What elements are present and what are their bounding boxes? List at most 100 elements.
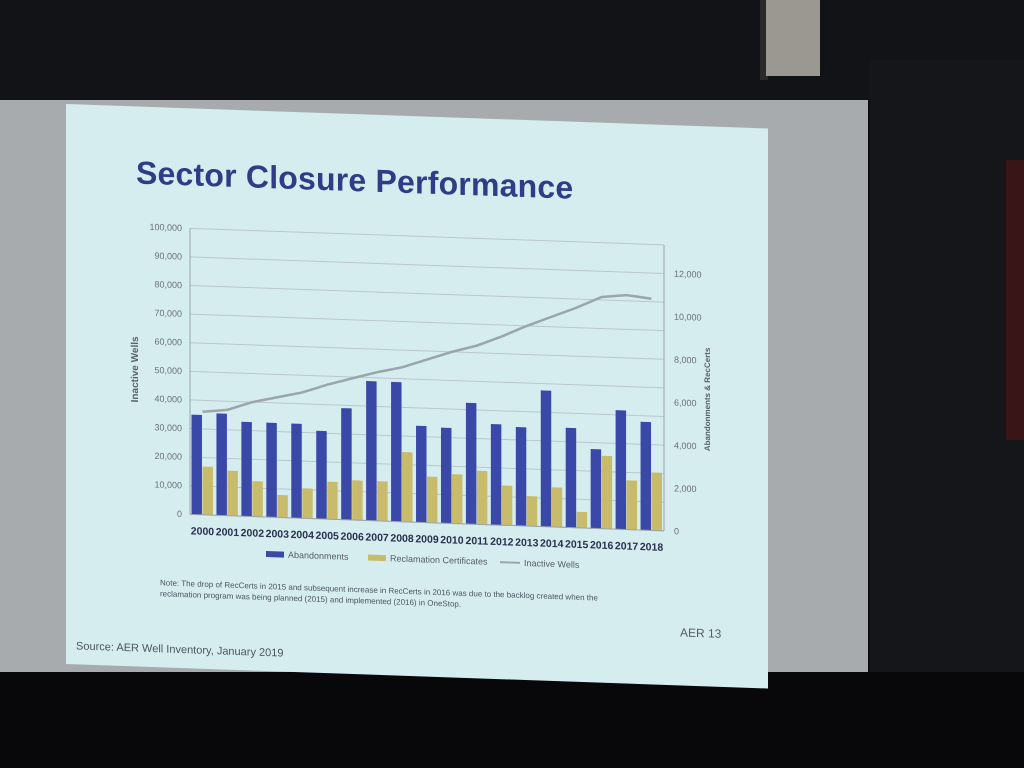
bar-abandonments (565, 427, 577, 528)
bar-reclamation-certificates (402, 452, 413, 523)
y-right-tick-label: 0 (674, 526, 679, 536)
y-tick-label: 0 (177, 509, 182, 519)
bar-abandonments (540, 390, 552, 527)
chart-axes: 0 10,000 20,000 30,000 40,000 50,000 60,000 70,… (130, 222, 712, 554)
bar-reclamation-certificates (501, 485, 513, 526)
line-inactive-wells (202, 293, 652, 414)
bar-reclamation-certificates (252, 481, 263, 517)
bar-reclamation-certificates (202, 466, 213, 516)
y-right-axis-title: Abandonments & RecCerts (703, 347, 712, 451)
bar-reclamation-certificates (476, 470, 488, 525)
bar-abandonments (490, 424, 502, 526)
legend-swatch-reclamation (368, 554, 386, 562)
bar-reclamation-certificates (427, 476, 438, 523)
gridline (190, 399, 664, 417)
bar-abandonments (465, 402, 477, 525)
room-ceiling (0, 0, 1024, 100)
x-tick-label: 2005 (316, 530, 340, 543)
gridline (190, 285, 664, 303)
y-tick-label: 90,000 (154, 251, 182, 262)
bar-reclamation-certificates (277, 494, 288, 518)
gridline (190, 428, 664, 446)
legend-label-reclamation: Reclamation Certificates (390, 553, 488, 566)
y-right-tick-label: 12,000 (674, 269, 702, 280)
bar-abandonments (191, 414, 202, 515)
chart-bars (191, 381, 663, 531)
legend-swatch-abandonments (266, 550, 284, 558)
y-tick-label: 80,000 (154, 279, 182, 290)
y-tick-label: 40,000 (154, 394, 182, 405)
legend-label-inactive-wells: Inactive Wells (524, 558, 580, 570)
legend-swatch-inactive-wells (500, 561, 520, 564)
x-tick-label: 2002 (241, 527, 265, 540)
room-pillar (766, 0, 820, 76)
y-tick-label: 30,000 (154, 422, 182, 433)
x-tick-label: 2012 (490, 536, 514, 549)
chart-grid (190, 227, 664, 532)
x-tick-label: 2014 (540, 538, 564, 551)
y-tick-label: 100,000 (149, 222, 182, 233)
bar-reclamation-certificates (451, 474, 463, 524)
bar-reclamation-certificates (551, 487, 563, 528)
slide-source: Source: AER Well Inventory, January 2019 (76, 640, 284, 660)
y-tick-label: 60,000 (154, 336, 182, 347)
bar-abandonments (615, 410, 627, 530)
bar-abandonments (266, 422, 277, 518)
y-right-tick-label: 2,000 (674, 483, 697, 494)
gridline (190, 227, 664, 246)
pillar-shadow (760, 0, 768, 80)
room-floor (0, 672, 1024, 768)
bar-abandonments (515, 427, 527, 527)
presentation-slide: Sector Closure Performance 0 10,000 20,000… (66, 104, 768, 689)
slide-title: Sector Closure Performance (136, 154, 574, 206)
bar-reclamation-certificates (626, 480, 638, 530)
chart-line (202, 293, 652, 414)
bar-reclamation-certificates (327, 481, 338, 520)
y-tick-label: 70,000 (154, 308, 182, 319)
x-tick-label: 2000 (191, 525, 215, 538)
bar-reclamation-certificates (601, 455, 613, 530)
bar-abandonments (391, 381, 402, 522)
x-axis-line (190, 513, 664, 532)
bar-reclamation-certificates (352, 480, 363, 521)
chart-legend: Abandonments Reclamation Certificates Inac… (266, 550, 580, 570)
bar-reclamation-certificates (526, 496, 538, 527)
y-right-tick-label: 6,000 (674, 398, 697, 409)
bar-abandonments (590, 448, 602, 529)
legend-label-abandonments: Abandonments (288, 550, 349, 562)
x-tick-label: 2001 (216, 526, 240, 539)
gridline (190, 342, 664, 360)
bar-abandonments (341, 408, 352, 520)
bar-abandonments (291, 423, 302, 519)
bar-abandonments (366, 381, 377, 521)
bar-reclamation-certificates (227, 470, 238, 517)
y-tick-label: 10,000 (154, 479, 182, 490)
chart: 0 10,000 20,000 30,000 40,000 50,000 60,000 70,… (130, 222, 712, 570)
x-tick-label: 2007 (365, 531, 389, 544)
y-right-tick-label: 4,000 (674, 440, 697, 451)
bar-abandonments (316, 430, 327, 520)
bar-abandonments (640, 421, 652, 531)
x-tick-label: 2008 (390, 532, 414, 545)
gridline (190, 313, 664, 332)
y-axis-title: Inactive Wells (130, 336, 141, 403)
bar-abandonments (440, 427, 452, 524)
x-tick-label: 2016 (590, 539, 614, 552)
room-red-edge (1006, 160, 1024, 440)
bar-abandonments (216, 413, 227, 516)
y-tick-label: 50,000 (154, 365, 182, 376)
bar-reclamation-certificates (576, 511, 588, 529)
bar-reclamation-certificates (302, 488, 313, 519)
room-wall-right (870, 60, 1024, 768)
x-tick-label: 2018 (640, 541, 664, 554)
slide-page-label: AER 13 (680, 625, 722, 641)
y-right-tick-label: 10,000 (674, 312, 702, 323)
x-tick-label: 2010 (440, 534, 464, 547)
x-tick-label: 2009 (415, 533, 439, 546)
bar-reclamation-certificates (651, 472, 663, 531)
x-tick-label: 2013 (515, 537, 539, 550)
x-tick-label: 2015 (565, 538, 589, 551)
y-tick-label: 20,000 (154, 451, 182, 462)
bar-abandonments (416, 425, 427, 523)
gridline (190, 370, 664, 389)
